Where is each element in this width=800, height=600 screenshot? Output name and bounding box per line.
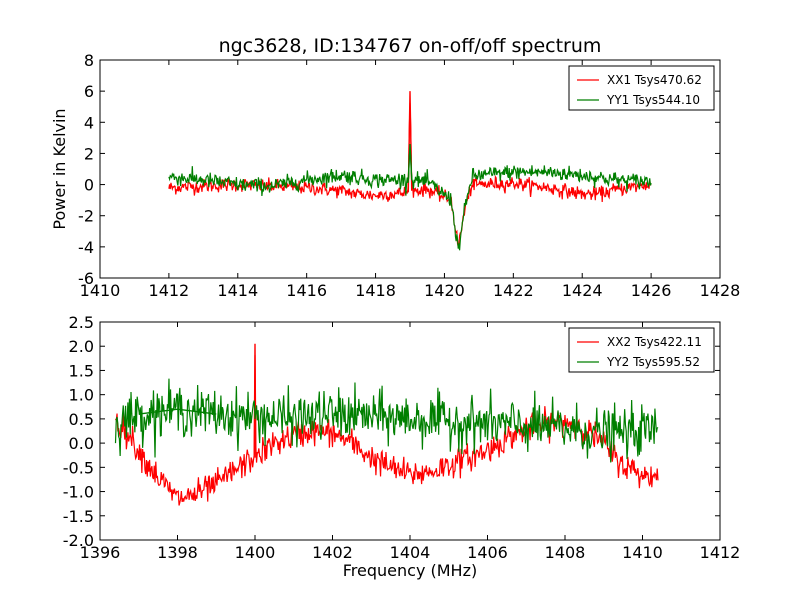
- y-tick-label: 2.0: [69, 337, 94, 356]
- x-tick-label: 1418: [355, 281, 396, 300]
- y-tick-label: 0: [84, 176, 94, 195]
- x-tick-label: 1408: [545, 543, 586, 562]
- x-tick-label: 1412: [149, 281, 190, 300]
- y-tick-label: 8: [84, 51, 94, 70]
- chart-title: ngc3628, ID:134767 on-off/off spectrum: [219, 35, 602, 57]
- x-tick-label: 1404: [390, 543, 431, 562]
- axes-frame: [99, 59, 721, 279]
- legend: XX1 Tsys470.62 YY1 Tsys544.10: [568, 65, 715, 111]
- x-tick-label: 1426: [631, 281, 672, 300]
- y-tick-label: 1.5: [69, 361, 94, 380]
- x-tick-label: 1414: [217, 281, 258, 300]
- y-tick-label: 6: [84, 82, 94, 101]
- legend: XX2 Tsys422.11 YY2 Tsys595.52: [568, 327, 715, 373]
- x-tick-label: 1406: [467, 543, 508, 562]
- x-tick-label: 1416: [286, 281, 327, 300]
- y-tick-label: -1.0: [63, 483, 94, 502]
- y-tick-label: -2: [78, 207, 94, 226]
- legend-label: YY2 Tsys595.52: [606, 355, 700, 369]
- x-tick-label: 1410: [80, 281, 121, 300]
- x-axis-label: Frequency (MHz): [343, 561, 477, 580]
- y-tick-label: 4: [84, 113, 94, 132]
- y-tick-label: 2: [84, 144, 94, 163]
- y-tick-label: -2.0: [63, 531, 94, 550]
- series-line-xx2: [114, 355, 659, 506]
- x-tick-label: 1424: [562, 281, 603, 300]
- x-tick-label: 1402: [312, 543, 353, 562]
- y-tick-label: -4: [78, 238, 94, 257]
- bottom-panel: 1396 1398 1400 1402 1404 1406 1408 1410 1412 -2.0…: [63, 313, 741, 580]
- x-tick-label: 1398: [157, 543, 198, 562]
- y-tick-label: 0.0: [69, 434, 94, 453]
- x-tick-label: 1400: [235, 543, 276, 562]
- y-tick-label: -6: [78, 269, 94, 288]
- y-tick-label: 0.5: [69, 410, 94, 429]
- x-tick-label: 1428: [700, 281, 741, 300]
- y-tick-label: -0.5: [63, 458, 94, 477]
- series-line-yy2: [114, 378, 659, 463]
- x-tick-label: 1412: [700, 543, 741, 562]
- y-tick-label: -1.5: [63, 507, 94, 526]
- x-tick-label: 1422: [493, 281, 534, 300]
- x-tick-label: 1410: [622, 543, 663, 562]
- y-axis-label: Power in Kelvin: [50, 108, 69, 229]
- legend-label: XX1 Tsys470.62: [607, 73, 702, 87]
- y-tick-label: 1.0: [69, 386, 94, 405]
- series-peak-yy1: [407, 144, 413, 180]
- legend-label: YY1 Tsys544.10: [606, 93, 700, 107]
- legend-label: XX2 Tsys422.11: [607, 335, 702, 349]
- top-panel: 1410 1412 1414 1416 1418 1420 1422 1424 1426 1428…: [50, 51, 740, 300]
- series-peak-yy2: [138, 408, 217, 415]
- series-peak-xx2: [253, 343, 257, 458]
- x-tick-label: 1420: [424, 281, 465, 300]
- x-tick-label: 1396: [80, 543, 121, 562]
- y-tick-label: 2.5: [69, 313, 94, 332]
